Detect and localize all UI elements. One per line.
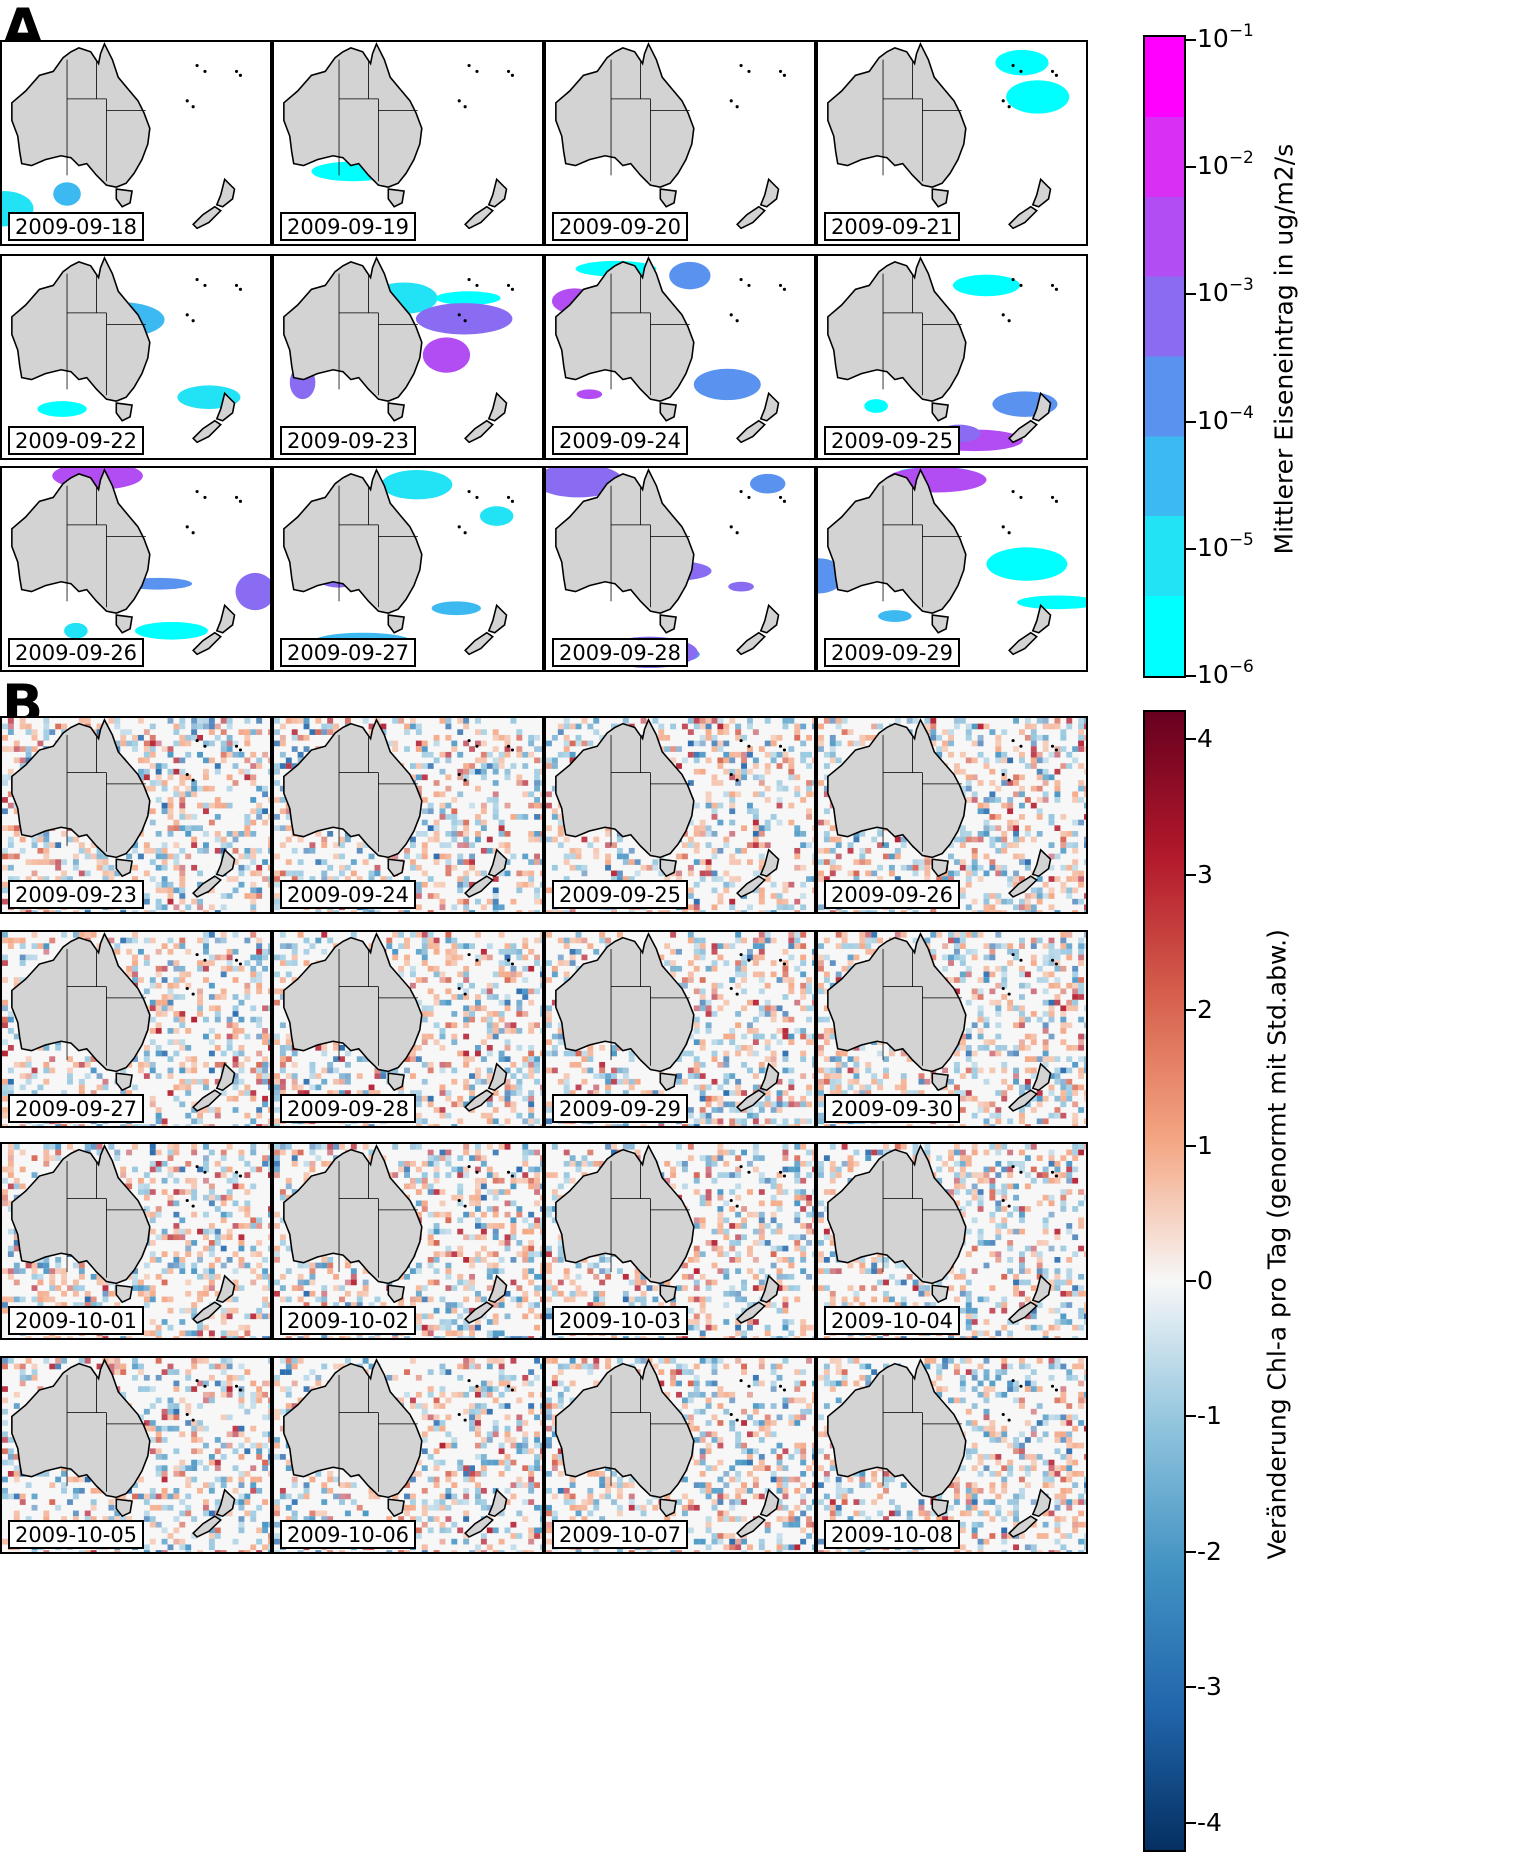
chl-change-map: 2009-09-23 (0, 716, 272, 914)
iron-deposition-colorbar (1143, 35, 1186, 678)
map-date-label: 2009-09-20 (552, 212, 689, 241)
colorbar-tick (1186, 293, 1196, 296)
map-date-label: 2009-09-27 (8, 1094, 145, 1123)
chl-change-map: 2009-10-03 (544, 1142, 816, 1340)
map-date-label: 2009-09-24 (552, 426, 689, 455)
map-date-label: 2009-09-23 (280, 426, 417, 455)
chl-change-map: 2009-09-29 (544, 930, 816, 1128)
iron-deposition-map: 2009-09-22 (0, 254, 272, 460)
map-date-label: 2009-10-04 (824, 1306, 961, 1335)
chl-change-map: 2009-09-30 (816, 930, 1088, 1128)
chl-change-map: 2009-10-07 (544, 1356, 816, 1554)
colorbar-tick (1186, 1280, 1196, 1282)
chl-change-map: 2009-10-05 (0, 1356, 272, 1554)
colorbar-tick (1186, 420, 1196, 423)
colorbar-tick-label: 10−4 (1197, 402, 1254, 435)
colorbar-tick-label: -1 (1197, 1401, 1222, 1431)
iron-deposition-map: 2009-09-19 (272, 40, 544, 246)
colorbar-tick-label: 3 (1197, 859, 1213, 889)
map-date-label: 2009-09-28 (280, 1094, 417, 1123)
chl-change-map: 2009-10-01 (0, 1142, 272, 1340)
iron-deposition-map: 2009-09-20 (544, 40, 816, 246)
map-date-label: 2009-09-28 (552, 638, 689, 667)
chl-change-map: 2009-09-27 (0, 930, 272, 1128)
colorbar-tick-label: 10−1 (1197, 21, 1254, 53)
iron-colorbar-label: Mittlerer Eiseneintrag in ug/m2/s (1269, 143, 1299, 555)
colorbar-tick (1186, 39, 1196, 41)
map-date-label: 2009-09-25 (552, 880, 689, 909)
colorbar-tick (1186, 547, 1196, 550)
iron-deposition-map: 2009-09-23 (272, 254, 544, 460)
iron-deposition-map: 2009-09-26 (0, 466, 272, 672)
map-date-label: 2009-09-22 (8, 426, 145, 455)
iron-deposition-map: 2009-09-18 (0, 40, 272, 246)
map-date-label: 2009-10-02 (280, 1306, 417, 1335)
colorbar-tick (1186, 1821, 1196, 1824)
colorbar-tick (1186, 873, 1196, 876)
chl-change-map: 2009-09-26 (816, 716, 1088, 914)
map-date-label: 2009-09-27 (280, 638, 417, 667)
colorbar-tick (1186, 1415, 1196, 1418)
iron-deposition-map: 2009-09-28 (544, 466, 816, 672)
chl-change-map: 2009-09-25 (544, 716, 816, 914)
iron-deposition-map: 2009-09-24 (544, 254, 816, 460)
map-date-label: 2009-09-30 (824, 1094, 961, 1123)
map-date-label: 2009-09-29 (552, 1094, 689, 1123)
map-date-label: 2009-09-19 (280, 212, 417, 241)
map-date-label: 2009-09-26 (824, 880, 961, 909)
iron-deposition-map: 2009-09-25 (816, 254, 1088, 460)
map-date-label: 2009-10-03 (552, 1306, 689, 1335)
colorbar-tick (1186, 738, 1196, 741)
iron-deposition-map: 2009-09-29 (816, 466, 1088, 672)
colorbar-tick-label: 10−6 (1197, 657, 1254, 689)
map-date-label: 2009-09-25 (824, 426, 961, 455)
colorbar-tick-label: 1 (1197, 1130, 1213, 1160)
chl-change-map: 2009-09-28 (272, 930, 544, 1128)
chl-change-map: 2009-10-02 (272, 1142, 544, 1340)
colorbar-tick-label: -4 (1197, 1807, 1222, 1837)
colorbar-tick-label: -2 (1197, 1536, 1222, 1566)
map-date-label: 2009-09-26 (8, 638, 145, 667)
chl-change-map: 2009-10-08 (816, 1356, 1088, 1554)
colorbar-tick (1186, 1686, 1196, 1689)
chl-change-map: 2009-10-04 (816, 1142, 1088, 1340)
iron-deposition-map: 2009-09-27 (272, 466, 544, 672)
map-date-label: 2009-10-05 (8, 1520, 145, 1549)
colorbar-tick (1186, 675, 1196, 677)
colorbar-tick-label: 2 (1197, 995, 1213, 1025)
chl-change-map: 2009-10-06 (272, 1356, 544, 1554)
map-date-label: 2009-09-18 (8, 212, 145, 241)
chl-change-colorbar (1143, 710, 1186, 1852)
map-date-label: 2009-09-24 (280, 880, 417, 909)
chl-colorbar-label: Veränderung Chl-a pro Tag (genormt mit S… (1262, 929, 1292, 1560)
map-date-label: 2009-10-08 (824, 1520, 961, 1549)
colorbar-tick-label: 10−5 (1197, 529, 1254, 562)
map-date-label: 2009-09-29 (824, 638, 961, 667)
iron-deposition-map: 2009-09-21 (816, 40, 1088, 246)
colorbar-tick-label: 4 (1197, 724, 1213, 754)
colorbar-tick-label: 0 (1197, 1266, 1213, 1295)
colorbar-tick (1186, 1144, 1196, 1147)
colorbar-tick (1186, 1009, 1196, 1012)
map-date-label: 2009-09-21 (824, 212, 961, 241)
map-date-label: 2009-10-01 (8, 1306, 145, 1335)
colorbar-tick-label: 10−3 (1197, 275, 1254, 308)
colorbar-tick (1186, 1550, 1196, 1553)
map-date-label: 2009-10-07 (552, 1520, 689, 1549)
map-date-label: 2009-09-23 (8, 880, 145, 909)
map-date-label: 2009-10-06 (280, 1520, 417, 1549)
chl-change-map: 2009-09-24 (272, 716, 544, 914)
colorbar-tick-label: 10−2 (1197, 148, 1254, 181)
colorbar-tick (1186, 166, 1196, 169)
colorbar-tick-label: -3 (1197, 1672, 1222, 1702)
